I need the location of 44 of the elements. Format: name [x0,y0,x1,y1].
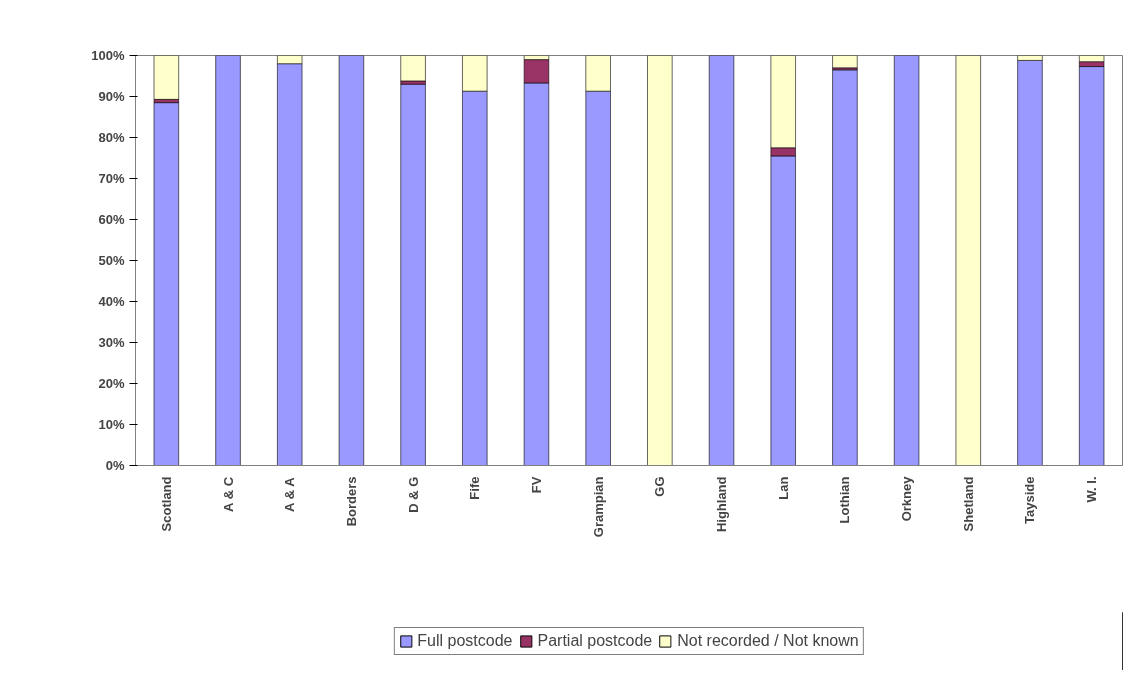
x-tick-label: D & G [405,476,421,513]
y-tick-label: 40% [98,294,125,309]
bar [893,55,920,466]
x-tick-label: Borders [343,476,359,527]
y-tick-label: 30% [98,335,125,350]
x-tick-label: A & A [282,476,298,512]
bar [832,69,858,466]
y-tick-label: 50% [98,253,125,268]
x-tick-label: Tayside [1022,476,1038,524]
x-tick-label: Lan [775,476,791,500]
bar [153,102,179,466]
x-tick-label: W. I. [1084,476,1100,503]
x-tick-label: Scotland [158,476,174,532]
y-tick-label: 20% [98,376,125,391]
bar [400,55,426,82]
x-tick-label: FV [528,476,544,494]
y-tick-label: 10% [98,417,125,432]
x-tick-label: Highland [714,476,730,533]
bar [153,55,179,100]
bar [215,55,241,466]
y-tick-label: 70% [98,171,125,186]
legend-label: Not recorded / Not known [677,632,859,650]
x-tick-label: A & C [220,476,236,512]
legend-label: Partial postcode [537,632,653,650]
bar [400,83,426,466]
y-tick-label: 80% [98,130,125,145]
y-tick-label: 100% [91,48,125,63]
x-tick-label: Shetland [960,476,976,532]
x-tick-label: Fife [467,476,483,500]
x-tick-label: Lothian [837,476,853,524]
bar [1017,60,1043,466]
bar [832,55,858,69]
bar [1079,66,1105,466]
bar [647,55,673,466]
bar [708,55,735,466]
y-tick-label: 0% [105,458,125,473]
y-tick-label: 90% [98,89,125,104]
x-tick-label: GG [652,476,668,497]
legend-label: Full postcode [417,632,513,650]
y-tick-label: 60% [98,212,125,227]
x-tick-label: Grampian [590,476,606,538]
bar [338,55,365,466]
x-tick-label: Orkney [899,475,915,522]
bar [955,55,981,466]
